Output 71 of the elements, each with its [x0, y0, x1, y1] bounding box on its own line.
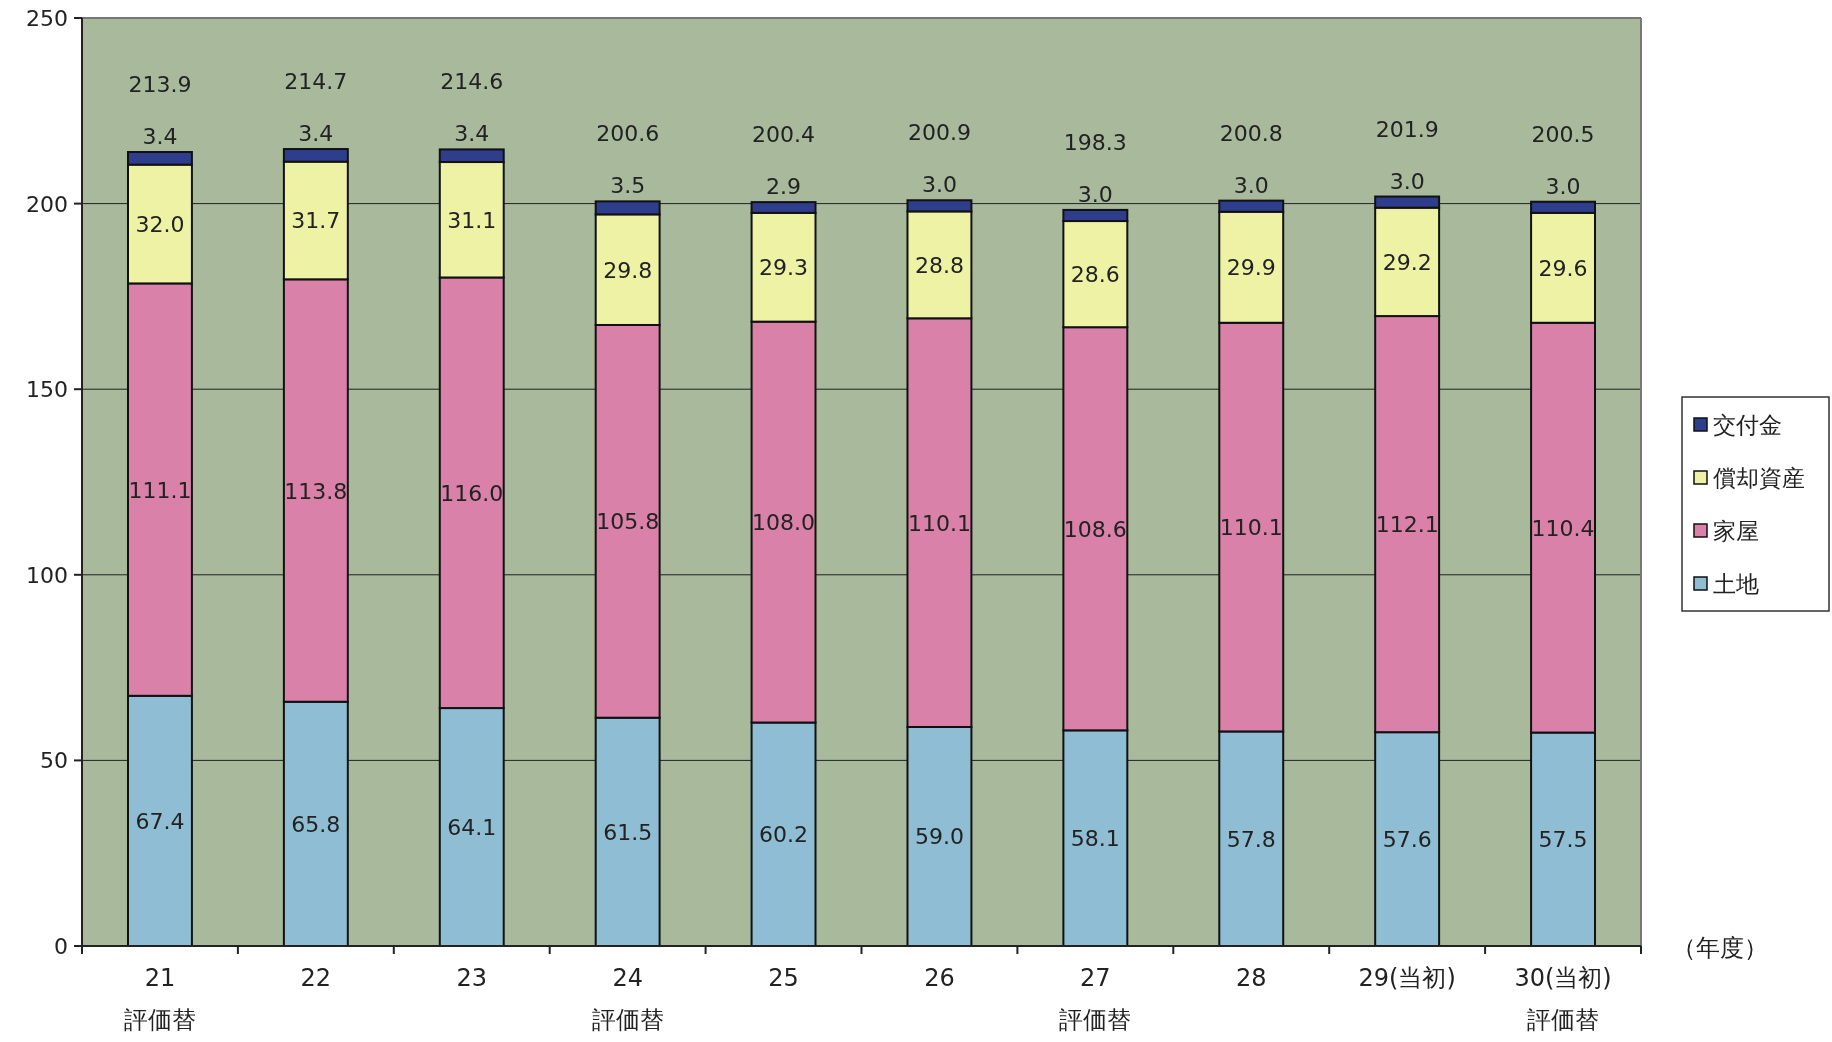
total-label: 214.7	[284, 69, 348, 95]
data-label: 3.0	[1077, 181, 1113, 207]
total-label: 201.9	[1375, 116, 1439, 142]
data-label: 3.0	[921, 172, 957, 198]
data-label: 3.0	[1233, 172, 1269, 198]
data-label: 61.5	[603, 819, 653, 845]
data-label: 31.1	[447, 207, 497, 233]
total-label: 200.6	[596, 121, 660, 147]
x-tick-label: 23	[456, 964, 488, 992]
data-label: 60.2	[759, 822, 809, 848]
y-tick-label: 200	[26, 191, 68, 217]
total-label: 200.9	[907, 120, 971, 146]
data-label: 110.4	[1531, 515, 1595, 541]
data-label: 112.1	[1375, 512, 1439, 538]
data-label: 2.9	[766, 174, 802, 200]
legend-label: 交付金	[1713, 412, 1782, 438]
data-label: 57.8	[1226, 826, 1276, 852]
data-label: 29.2	[1382, 249, 1432, 275]
data-label: 31.7	[291, 208, 341, 234]
x-tick-label: 29(当初)	[1358, 964, 1456, 992]
data-label: 29.9	[1226, 255, 1276, 281]
x-tick-label: 25	[768, 964, 799, 992]
data-label: 58.1	[1070, 826, 1120, 852]
data-label: 113.8	[284, 478, 348, 504]
legend-label: 償却資産	[1713, 465, 1805, 491]
data-label: 108.0	[752, 510, 816, 536]
data-label: 108.6	[1063, 516, 1127, 542]
data-label: 29.3	[759, 255, 809, 281]
data-label: 3.0	[1389, 168, 1425, 194]
data-label: 28.6	[1070, 262, 1120, 288]
legend-label: 土地	[1713, 571, 1759, 597]
data-label: 28.8	[914, 252, 964, 278]
x-tick-label: 24 評価替	[591, 964, 664, 1034]
y-tick-label: 0	[54, 934, 68, 959]
total-label: 200.8	[1219, 120, 1283, 146]
data-label: 29.8	[603, 257, 653, 283]
x-tick-label: 22	[300, 964, 332, 992]
data-label: 67.4	[135, 808, 185, 834]
data-label: 64.1	[447, 815, 497, 841]
data-label: 57.5	[1538, 827, 1588, 853]
x-tick-label: 27 評価替	[1059, 964, 1132, 1034]
y-tick-label: 50	[40, 748, 68, 774]
data-label: 29.6	[1538, 255, 1588, 281]
total-label: 198.3	[1063, 129, 1127, 155]
x-tick-label: 30(当初) 評価替	[1514, 964, 1612, 1034]
x-tick-label: 28	[1235, 964, 1267, 992]
total-label: 214.6	[440, 69, 504, 95]
x-axis-title: （年度）	[1672, 934, 1768, 962]
total-label: 200.5	[1531, 121, 1595, 147]
data-label: 105.8	[596, 509, 660, 535]
data-label: 3.4	[454, 121, 490, 147]
data-label: 32.0	[135, 212, 185, 238]
legend-label: 家屋	[1713, 518, 1759, 544]
data-label: 3.5	[610, 173, 646, 199]
data-label: 57.6	[1382, 827, 1432, 853]
data-label: 3.0	[1545, 173, 1581, 199]
data-label: 116.0	[440, 480, 504, 506]
y-tick-label: 250	[26, 6, 68, 31]
x-tick-label: 21 評価替	[123, 964, 196, 1034]
data-label: 110.1	[907, 510, 971, 536]
y-tick-label: 150	[26, 377, 68, 403]
data-label: 65.8	[291, 811, 341, 837]
total-label: 200.4	[752, 122, 816, 148]
data-label: 3.4	[142, 124, 178, 149]
data-label: 111.1	[128, 477, 192, 503]
total-label: 213.9	[128, 72, 192, 97]
data-label: 110.1	[1219, 515, 1283, 541]
data-label: 3.4	[298, 121, 334, 147]
x-tick-label: 26	[924, 964, 955, 992]
y-tick-label: 100	[26, 562, 68, 588]
data-label: 59.0	[914, 824, 964, 850]
